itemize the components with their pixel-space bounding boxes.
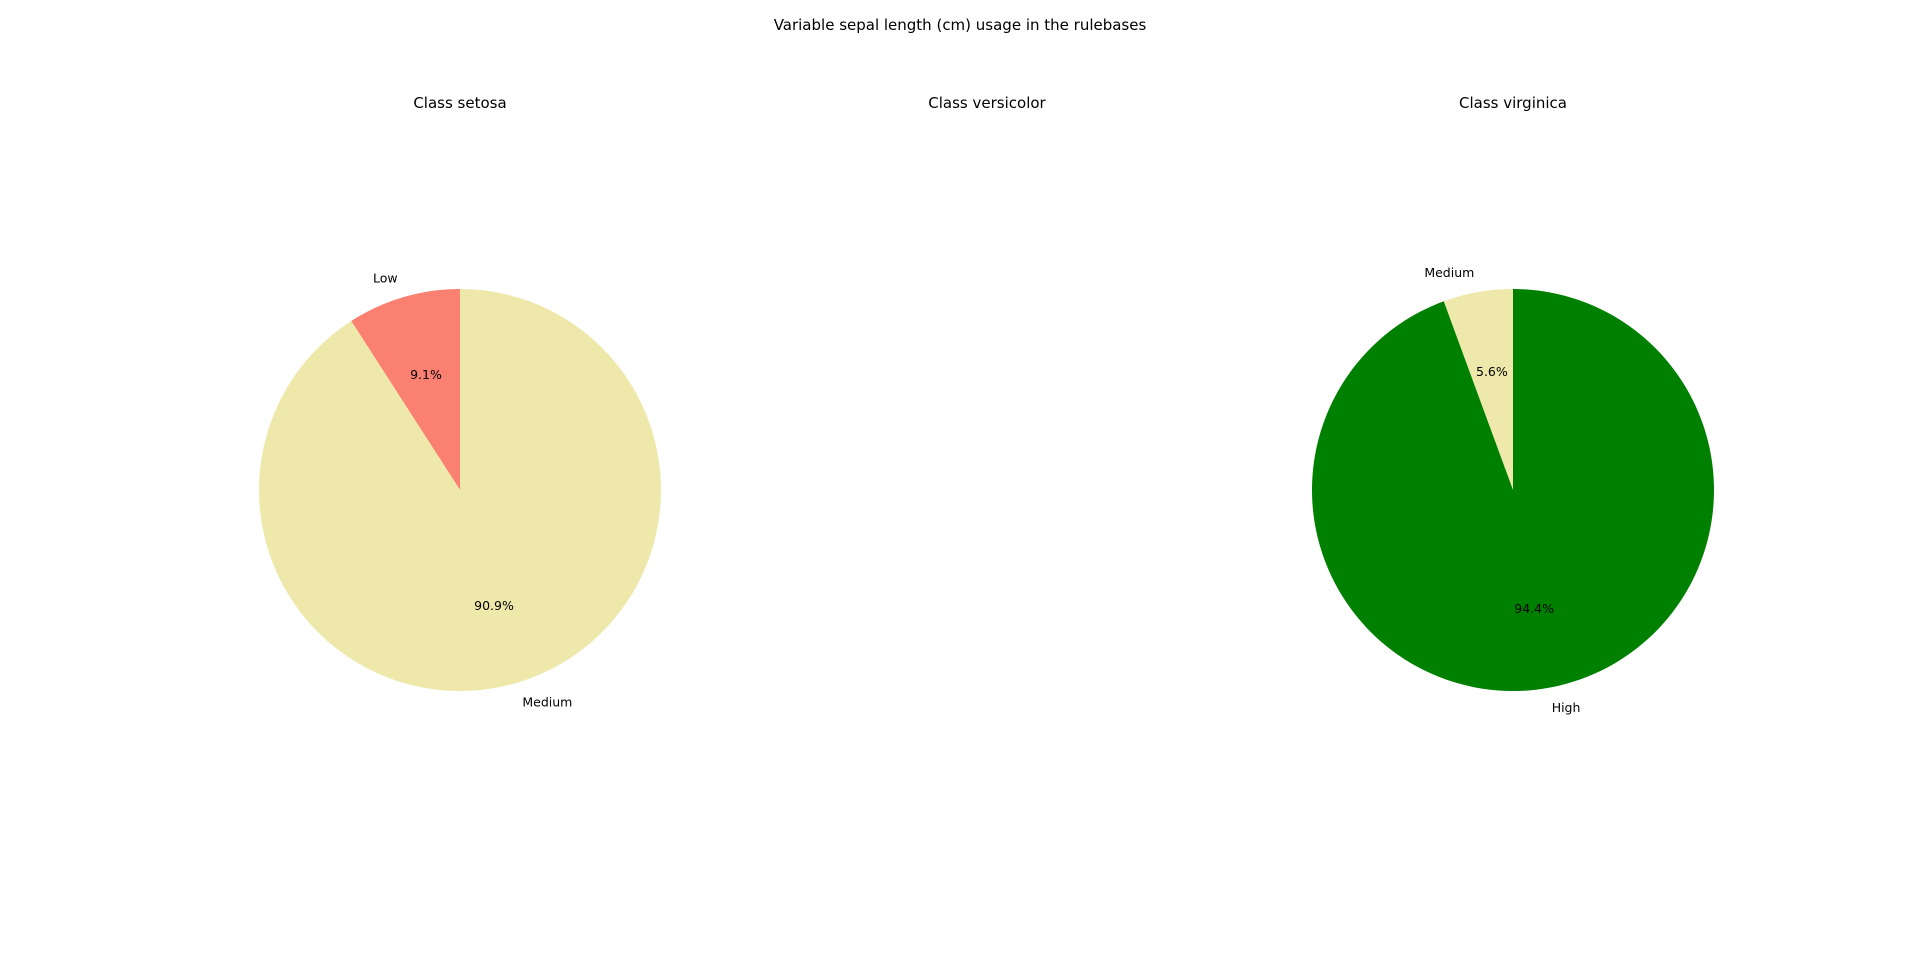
pie-chart-versicolor: Class versicolor <box>928 94 1046 112</box>
slice-label-setosa-medium: Medium <box>522 695 572 710</box>
pie-slice-virginica-high <box>1311 289 1714 691</box>
chart-title-virginica: Class virginica <box>1459 94 1567 112</box>
pie-chart-setosa: Class setosa 9.1% Low 90.9% Medium <box>258 94 661 710</box>
slices-setosa: 9.1% Low 90.9% Medium <box>258 270 661 710</box>
chart-title-setosa: Class setosa <box>413 94 506 112</box>
pct-label-setosa-low: 9.1% <box>410 367 442 382</box>
pct-label-setosa-medium: 90.9% <box>474 598 514 613</box>
slice-label-virginica-medium: Medium <box>1424 265 1474 280</box>
slices-virginica: 5.6% Medium 94.4% High <box>1311 265 1714 715</box>
slice-label-virginica-high: High <box>1552 700 1581 715</box>
pct-label-virginica-medium: 5.6% <box>1476 364 1508 379</box>
pie-chart-virginica: Class virginica 5.6% Medium 94.4% High <box>1311 94 1714 715</box>
slice-label-setosa-low: Low <box>373 270 398 285</box>
pie-slice-setosa-low <box>351 289 460 490</box>
chart-title-versicolor: Class versicolor <box>928 94 1046 112</box>
pie-slice-virginica-medium <box>1443 289 1513 490</box>
pie-slice-setosa-medium <box>258 289 661 691</box>
pct-label-virginica-high: 94.4% <box>1514 601 1554 616</box>
figure-title: Variable sepal length (cm) usage in the … <box>774 16 1147 34</box>
